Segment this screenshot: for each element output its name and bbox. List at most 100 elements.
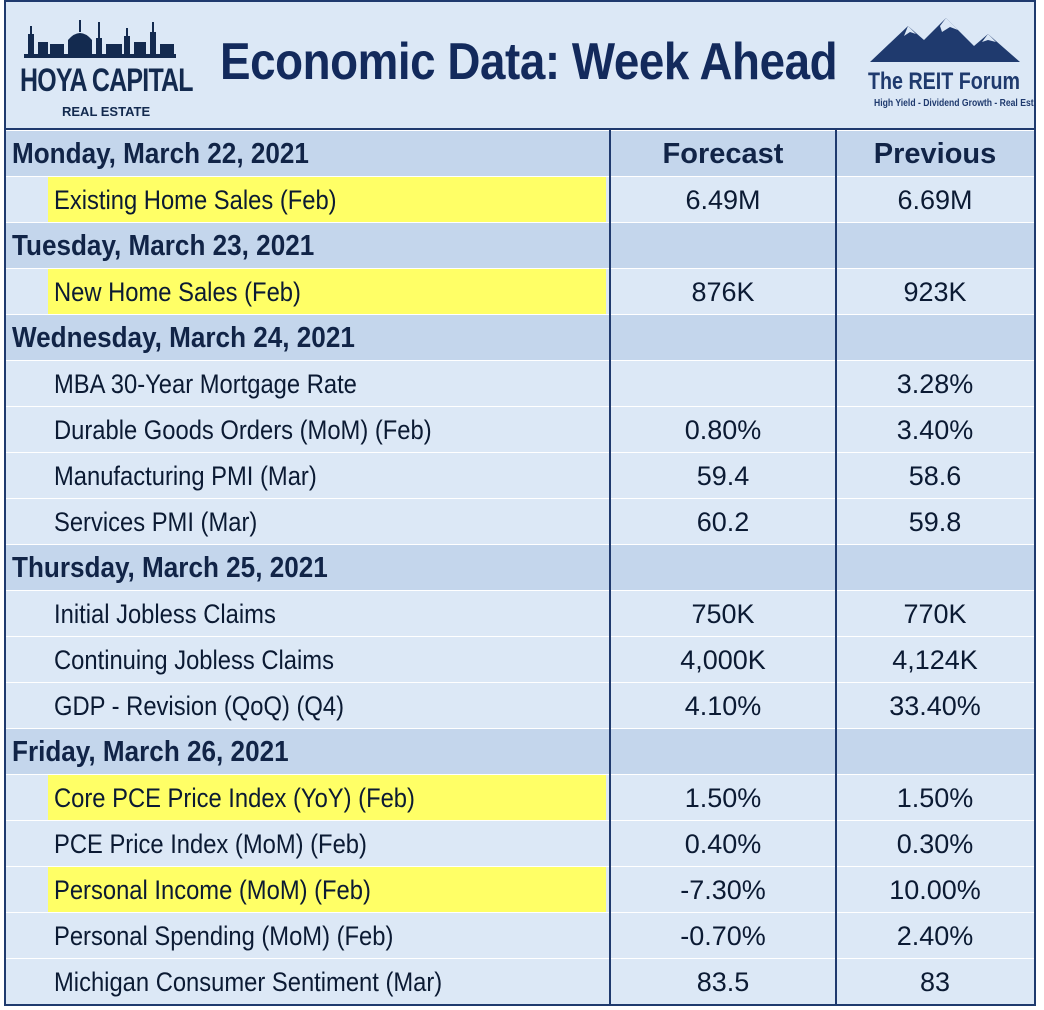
indicator-label: Michigan Consumer Sentiment (Mar) bbox=[48, 959, 606, 1004]
economic-data-table: Monday, March 22, 2021 Forecast Previous Ex… bbox=[6, 130, 1034, 1004]
table-row: Services PMI (Mar) 60.2 59.8 bbox=[6, 498, 1034, 544]
table-row: Personal Spending (MoM) (Feb) -0.70% 2.40% bbox=[6, 912, 1034, 958]
previous-value: 6.69M bbox=[897, 185, 973, 215]
mountain-icon bbox=[870, 18, 1020, 62]
forecast-value: -0.70% bbox=[680, 921, 766, 951]
day-header-row: Wednesday, March 24, 2021 bbox=[6, 314, 1034, 360]
economic-calendar-card: HOYA CAPITAL REAL ESTATE Economic Data: … bbox=[4, 0, 1036, 1006]
previous-value: 59.8 bbox=[908, 507, 962, 537]
hoya-capital-logo: HOYA CAPITAL REAL ESTATE bbox=[20, 12, 194, 122]
table-row: PCE Price Index (MoM) (Feb) 0.40% 0.30% bbox=[6, 820, 1034, 866]
day-label: Thursday, March 25, 2021 bbox=[12, 552, 328, 584]
day-header-row: Tuesday, March 23, 2021 bbox=[6, 222, 1034, 268]
header: HOYA CAPITAL REAL ESTATE Economic Data: … bbox=[6, 2, 1034, 130]
previous-value: 33.40% bbox=[889, 691, 981, 721]
reit-forum-logo: The REIT Forum High Yield - Dividend Gro… bbox=[862, 16, 1034, 116]
hoya-capital-sub: REAL ESTATE bbox=[62, 104, 151, 119]
indicator-label: Services PMI (Mar) bbox=[48, 499, 606, 545]
day-label: Friday, March 26, 2021 bbox=[12, 736, 289, 768]
forecast-value bbox=[610, 545, 836, 591]
indicator-label-text: Durable Goods Orders (MoM) (Feb) bbox=[54, 415, 432, 445]
forecast-value: 1.50% bbox=[684, 783, 762, 813]
forecast-value: 0.40% bbox=[684, 829, 762, 859]
city-skyline-icon bbox=[24, 20, 176, 58]
indicator-label-text: Existing Home Sales (Feb) bbox=[54, 185, 337, 215]
day-label: Wednesday, March 24, 2021 bbox=[12, 322, 355, 354]
forecast-value bbox=[610, 729, 836, 775]
indicator-label-text: Initial Jobless Claims bbox=[54, 599, 276, 629]
day-header-row: Friday, March 26, 2021 bbox=[6, 728, 1034, 774]
indicator-label-text: MBA 30-Year Mortgage Rate bbox=[54, 369, 357, 399]
day-header-row: Thursday, March 25, 2021 bbox=[6, 544, 1034, 590]
previous-value: 1.50% bbox=[896, 783, 974, 813]
previous-value: 3.40% bbox=[896, 415, 974, 445]
forecast-value: 83.5 bbox=[696, 967, 750, 997]
column-divider-forecast bbox=[609, 130, 611, 1004]
reit-forum-tagline: High Yield - Dividend Growth - Real Esta… bbox=[874, 98, 1036, 109]
forecast-value: 60.2 bbox=[696, 507, 750, 537]
header-divider bbox=[6, 128, 1034, 130]
forecast-value: 0.80% bbox=[684, 415, 762, 445]
previous-value: 923K bbox=[903, 277, 967, 307]
table-row: GDP - Revision (QoQ) (Q4) 4.10% 33.40% bbox=[6, 682, 1034, 728]
indicator-label: Personal Income (MoM) (Feb) bbox=[48, 867, 606, 913]
forecast-value bbox=[610, 361, 836, 407]
indicator-label: Existing Home Sales (Feb) bbox=[48, 177, 606, 223]
indicator-label: Durable Goods Orders (MoM) (Feb) bbox=[48, 407, 606, 453]
previous-value: 10.00% bbox=[889, 875, 981, 905]
indicator-label-text: Michigan Consumer Sentiment (Mar) bbox=[54, 967, 443, 997]
indicator-label: Continuing Jobless Claims bbox=[48, 637, 606, 683]
indicator-label-text: GDP - Revision (QoQ) (Q4) bbox=[54, 691, 345, 721]
indicator-label: Manufacturing PMI (Mar) bbox=[48, 453, 606, 499]
indicator-label: PCE Price Index (MoM) (Feb) bbox=[48, 821, 606, 867]
previous-value: 2.40% bbox=[896, 921, 974, 951]
forecast-value: 750K bbox=[691, 599, 755, 629]
indicator-label: Core PCE Price Index (YoY) (Feb) bbox=[48, 775, 606, 821]
indicator-label: Personal Spending (MoM) (Feb) bbox=[48, 913, 606, 959]
previous-value bbox=[836, 729, 1034, 775]
reit-forum-name: The REIT Forum bbox=[868, 68, 1020, 95]
forecast-value: 6.49M bbox=[685, 185, 761, 215]
previous-value bbox=[836, 315, 1034, 361]
indicator-label-text: Manufacturing PMI (Mar) bbox=[54, 461, 317, 491]
page-title: Economic Data: Week Ahead bbox=[220, 33, 838, 91]
indicator-label-text: PCE Price Index (MoM) (Feb) bbox=[54, 829, 367, 859]
table-row: Personal Income (MoM) (Feb) -7.30% 10.00% bbox=[6, 866, 1034, 913]
indicator-label-text: Personal Spending (MoM) (Feb) bbox=[54, 921, 394, 951]
previous-value: 58.6 bbox=[908, 461, 962, 491]
table-row: Manufacturing PMI (Mar) 59.4 58.6 bbox=[6, 452, 1034, 498]
forecast-value: 4.10% bbox=[684, 691, 762, 721]
forecast-value: 876K bbox=[691, 277, 755, 307]
table-row: Michigan Consumer Sentiment (Mar) 83.5 83 bbox=[6, 958, 1034, 1004]
indicator-label: MBA 30-Year Mortgage Rate bbox=[48, 361, 606, 407]
hoya-capital-name: HOYA CAPITAL bbox=[20, 62, 194, 98]
column-divider-previous bbox=[835, 130, 837, 1004]
indicator-label: New Home Sales (Feb) bbox=[48, 269, 606, 315]
indicator-label: Initial Jobless Claims bbox=[48, 591, 606, 637]
table-row: MBA 30-Year Mortgage Rate 3.28% bbox=[6, 360, 1034, 406]
previous-value: 83 bbox=[919, 967, 951, 997]
forecast-value bbox=[610, 315, 836, 361]
forecast-value: 59.4 bbox=[696, 461, 750, 491]
indicator-label-text: New Home Sales (Feb) bbox=[54, 277, 301, 307]
forecast-column-header: Forecast bbox=[662, 138, 784, 170]
table-row: Core PCE Price Index (YoY) (Feb) 1.50% 1.5… bbox=[6, 774, 1034, 821]
indicator-label-text: Core PCE Price Index (YoY) (Feb) bbox=[54, 783, 415, 813]
table-row: Existing Home Sales (Feb) 6.49M 6.69M bbox=[6, 176, 1034, 223]
forecast-value: -7.30% bbox=[680, 875, 766, 905]
previous-value: 4,124K bbox=[892, 645, 978, 675]
indicator-label-text: Continuing Jobless Claims bbox=[54, 645, 334, 675]
table-row: Continuing Jobless Claims 4,000K 4,124K bbox=[6, 636, 1034, 682]
day-label: Tuesday, March 23, 2021 bbox=[12, 230, 315, 262]
table-row: New Home Sales (Feb) 876K 923K bbox=[6, 268, 1034, 315]
day-header-row: Monday, March 22, 2021 Forecast Previous bbox=[6, 130, 1034, 176]
table-row: Durable Goods Orders (MoM) (Feb) 0.80% 3.4… bbox=[6, 406, 1034, 452]
indicator-label: GDP - Revision (QoQ) (Q4) bbox=[48, 683, 606, 729]
previous-value bbox=[836, 223, 1034, 269]
previous-value bbox=[836, 545, 1034, 591]
previous-column-header: Previous bbox=[873, 138, 997, 170]
previous-value: 0.30% bbox=[896, 829, 974, 859]
previous-value: 770K bbox=[903, 599, 967, 629]
forecast-value bbox=[610, 223, 836, 269]
forecast-value: 4,000K bbox=[680, 645, 766, 675]
